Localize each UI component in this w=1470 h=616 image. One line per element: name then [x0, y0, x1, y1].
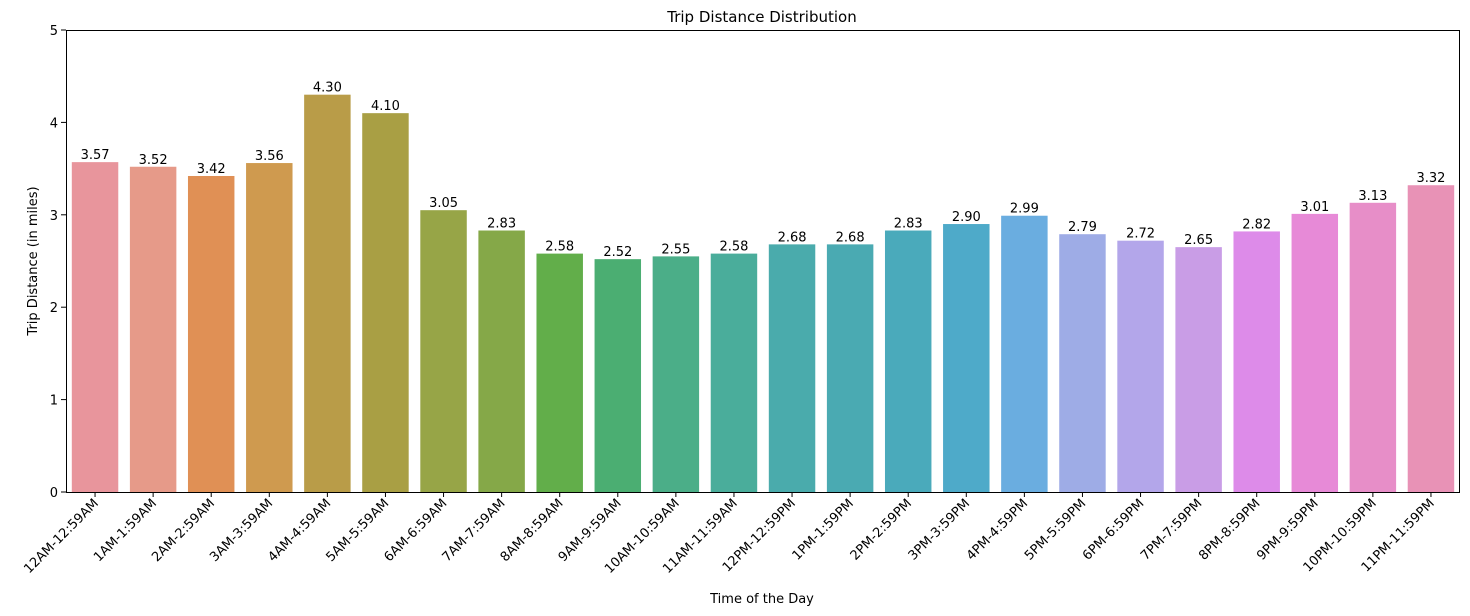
bar-4 [304, 94, 351, 493]
data-label-10: 2.55 [661, 242, 690, 257]
bar-1 [129, 166, 177, 492]
data-label-11: 2.58 [719, 240, 748, 255]
bar-9 [594, 259, 642, 492]
chart-title: Trip Distance Distribution [666, 8, 856, 26]
data-label-18: 2.72 [1126, 227, 1155, 242]
bar-15 [943, 224, 990, 493]
data-label-9: 2.52 [603, 245, 632, 260]
bar-7 [478, 230, 525, 492]
bar-8 [536, 253, 583, 492]
bar-10 [652, 256, 700, 492]
bar-19 [1175, 247, 1222, 492]
bar-11 [710, 253, 758, 492]
bar-14 [884, 230, 932, 492]
x-tick-label-0: 12AM-12:59AM [21, 496, 102, 577]
bars-layer [71, 94, 1455, 493]
data-label-23: 3.32 [1416, 171, 1445, 186]
data-label-0: 3.57 [81, 148, 110, 163]
bar-3 [246, 163, 293, 492]
data-label-22: 3.13 [1358, 189, 1387, 204]
y-tick-label-4: 4 [50, 116, 58, 131]
y-axis-title: Trip Distance (in miles) [26, 186, 41, 336]
bar-12 [768, 244, 816, 492]
data-label-6: 3.05 [429, 196, 458, 211]
data-label-20: 2.82 [1242, 217, 1271, 232]
bar-0 [71, 162, 119, 492]
bar-17 [1059, 234, 1106, 493]
data-label-19: 2.65 [1184, 233, 1213, 248]
data-label-4: 4.30 [313, 81, 342, 96]
data-label-2: 3.42 [197, 162, 226, 177]
bar-2 [187, 175, 235, 492]
data-label-1: 3.52 [139, 153, 168, 168]
data-label-8: 2.58 [545, 240, 574, 255]
y-tick-label-0: 0 [50, 486, 58, 501]
y-tick-label-2: 2 [50, 301, 58, 316]
data-label-14: 2.83 [894, 217, 923, 232]
data-label-17: 2.79 [1068, 220, 1097, 235]
bar-5 [362, 113, 409, 492]
data-label-16: 2.99 [1010, 202, 1039, 217]
x-axis-title: Time of the Day [709, 592, 814, 607]
bar-21 [1291, 213, 1339, 492]
data-label-21: 3.01 [1300, 200, 1329, 215]
bar-23 [1407, 185, 1455, 492]
data-labels-layer: 3.57 3.52 3.42 3.56 4.30 4.10 3.05 2.83 2.58 2.52… [81, 81, 1446, 260]
x-axis: 12AM-12:59AM1AM-1:59AM2AM-2:59AM3AM-3:59… [21, 492, 1438, 577]
data-label-12: 2.68 [778, 230, 807, 245]
data-label-15: 2.90 [952, 210, 981, 225]
bar-22 [1349, 202, 1397, 492]
y-tick-label-1: 1 [50, 394, 58, 409]
bar-6 [420, 210, 467, 492]
data-label-7: 2.83 [487, 217, 516, 232]
bar-20 [1233, 231, 1280, 492]
data-label-13: 2.68 [836, 230, 865, 245]
data-label-3: 3.56 [255, 149, 284, 164]
y-tick-label-5: 5 [50, 24, 58, 39]
y-axis: 0 1 2 3 4 5 [50, 24, 66, 501]
data-label-5: 4.10 [371, 99, 400, 114]
bar-16 [1001, 215, 1048, 492]
plot-frame [66, 30, 1460, 493]
bar-13 [826, 244, 874, 492]
bar-18 [1117, 240, 1164, 492]
y-tick-label-3: 3 [50, 209, 58, 224]
